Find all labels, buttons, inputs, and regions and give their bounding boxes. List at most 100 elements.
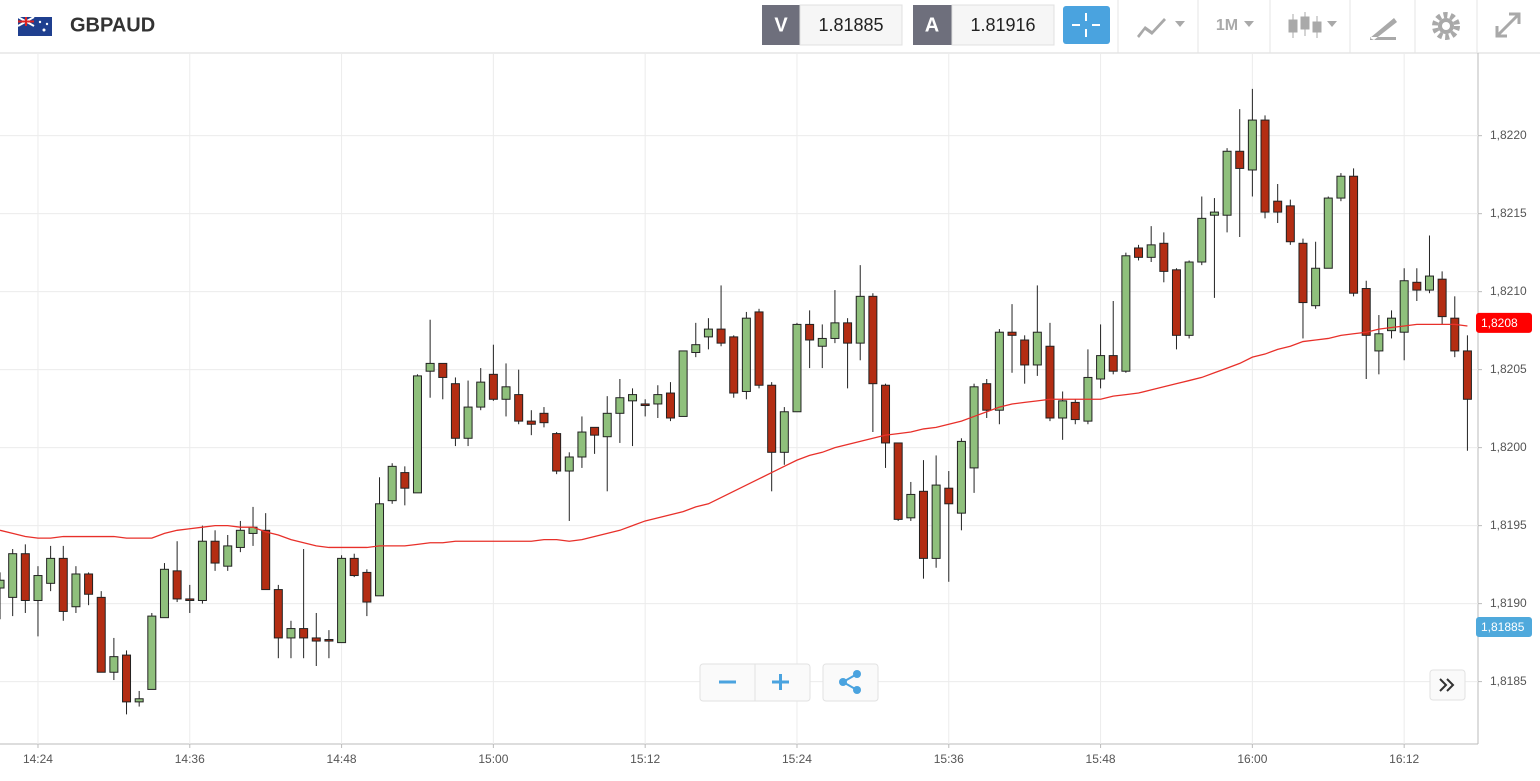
- candle-body: [71, 573, 81, 608]
- candle-body: [868, 295, 878, 385]
- candle-body: [84, 573, 94, 595]
- candle-body: [982, 383, 992, 411]
- candle-body: [185, 598, 195, 601]
- candle-body: [96, 596, 106, 673]
- sell-button[interactable]: [762, 5, 800, 45]
- fullscreen-button[interactable]: [1495, 12, 1521, 38]
- candle-body: [122, 654, 132, 703]
- candle-body: [602, 412, 612, 438]
- zoom-controls: [699, 663, 1466, 702]
- candle-body: [1462, 350, 1472, 400]
- price-marker-label: 1,8208: [1481, 316, 1518, 330]
- sell-price-box: [799, 4, 903, 46]
- candle-body: [691, 344, 701, 353]
- buy-price: 1.81916: [970, 15, 1035, 35]
- price-marker: [1476, 312, 1532, 333]
- y-tick-label: 1,8210: [1490, 284, 1527, 298]
- candle-body: [1323, 197, 1333, 269]
- candle-body: [678, 350, 688, 417]
- candle-body: [134, 698, 144, 703]
- candle-body: [210, 540, 220, 564]
- x-tick-label: 14:24: [23, 752, 53, 766]
- candle-body: [412, 375, 422, 494]
- candle-body: [994, 331, 1004, 411]
- candle-body: [564, 456, 574, 472]
- moving-average-line: [0, 323, 1468, 549]
- candle-body: [1070, 401, 1080, 421]
- candle-body: [640, 403, 650, 407]
- symbol: GBPAUD: [70, 14, 155, 36]
- candle-body: [1222, 150, 1232, 216]
- buy-label: A: [925, 14, 939, 36]
- candle-body: [665, 392, 675, 419]
- candle-body: [235, 529, 245, 548]
- settings-button[interactable]: [1432, 12, 1460, 40]
- sell-price: 1.81885: [818, 15, 883, 35]
- candle-body: [1336, 175, 1346, 199]
- candle-body: [1298, 242, 1308, 304]
- candle-body: [463, 406, 473, 439]
- candle-body: [450, 383, 460, 439]
- y-tick-label: 1,8190: [1490, 596, 1527, 610]
- chart-type-button[interactable]: [1137, 18, 1185, 38]
- candle-body: [197, 540, 207, 601]
- candle-body: [1361, 288, 1371, 336]
- candle-body: [881, 384, 891, 444]
- candle-body: [1159, 242, 1169, 272]
- buy-button[interactable]: [913, 5, 952, 45]
- candle-body: [1121, 255, 1131, 372]
- x-tick-label: 15:36: [934, 752, 964, 766]
- candle-body: [1184, 261, 1194, 336]
- candle-body: [703, 328, 713, 338]
- candle-body: [754, 311, 764, 386]
- candle-body: [349, 557, 359, 577]
- candle-body: [1209, 211, 1219, 216]
- y-tick-label: 1,8220: [1490, 128, 1527, 142]
- candle-body: [1235, 150, 1245, 169]
- candle-body: [337, 557, 347, 644]
- candle-body: [817, 337, 827, 347]
- y-tick-label: 1,8200: [1490, 440, 1527, 454]
- share-button[interactable]: [839, 670, 861, 694]
- candle-body: [425, 362, 435, 372]
- candle-body: [729, 336, 739, 394]
- x-tick-label: 15:12: [630, 752, 660, 766]
- candle-body: [8, 553, 18, 598]
- candle-body: [906, 493, 916, 519]
- x-tick-label: 16:00: [1237, 752, 1267, 766]
- candle-body: [1096, 355, 1106, 380]
- candle-body: [286, 628, 296, 639]
- candle-body: [1311, 267, 1321, 307]
- candle-body: [843, 322, 853, 344]
- candle-body: [577, 431, 587, 458]
- crosshair-button[interactable]: [1063, 6, 1110, 44]
- candle-body: [324, 638, 334, 642]
- candle-type-button[interactable]: [1288, 12, 1337, 38]
- candle-body: [1387, 317, 1397, 332]
- scroll-to-end-button[interactable]: [1439, 678, 1455, 692]
- candle-body: [1349, 175, 1359, 294]
- candle-body: [792, 323, 802, 413]
- candle-body: [767, 384, 777, 453]
- sell-label: V: [774, 14, 788, 36]
- drawing-tools-button[interactable]: [1370, 18, 1397, 40]
- candle-body: [488, 373, 498, 400]
- axes: 1,8185 1,8190 1,8195 1,8200 1,8205 1,8210 1,82…: [23, 128, 1532, 766]
- candle-body: [1285, 205, 1295, 243]
- candle-body: [615, 397, 625, 414]
- candle-body: [779, 411, 789, 453]
- price-marker-label: 1,81885: [1481, 620, 1525, 634]
- timeframe-caret: [1244, 21, 1254, 27]
- x-tick-label: 15:00: [478, 752, 508, 766]
- zoom-in-button[interactable]: [772, 674, 789, 690]
- x-tick-label: 16:12: [1389, 752, 1419, 766]
- candle-body: [223, 545, 233, 567]
- candle-body: [514, 394, 524, 422]
- scroll-panel: [1429, 669, 1466, 701]
- candle-body: [969, 386, 979, 469]
- timeframe[interactable]: 1M: [1216, 17, 1238, 34]
- candle-body: [375, 503, 385, 597]
- candle-body: [1399, 280, 1409, 333]
